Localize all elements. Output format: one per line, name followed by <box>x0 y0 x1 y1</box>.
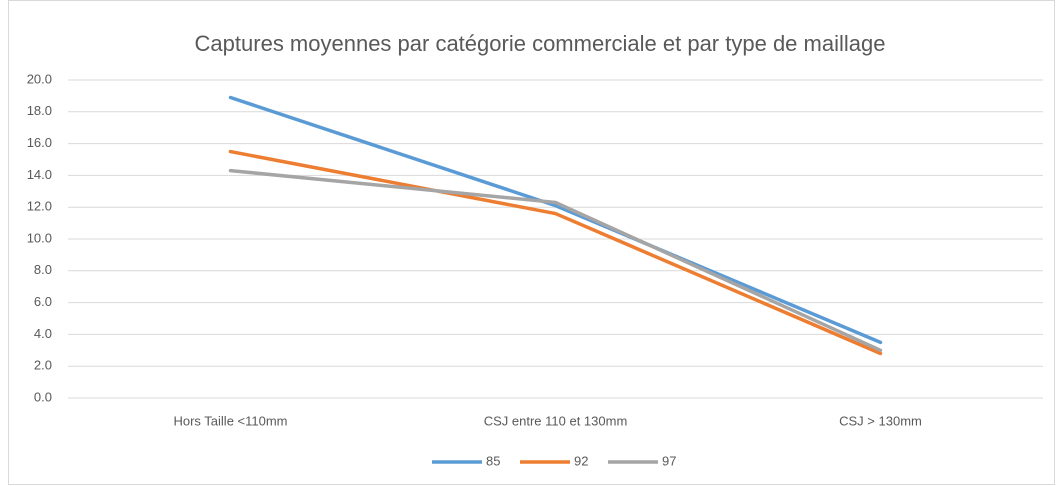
x-tick-label: CSJ > 130mm <box>839 413 922 428</box>
line-series <box>228 95 883 345</box>
y-tick-label: 4.0 <box>34 326 52 341</box>
line-series <box>228 168 883 353</box>
y-tick-label: 10.0 <box>27 230 52 245</box>
legend-label: 85 <box>486 453 500 468</box>
y-tick-label: 18.0 <box>27 103 52 118</box>
line-series <box>228 149 883 356</box>
chart-border <box>8 0 1055 485</box>
y-tick-label: 20.0 <box>27 71 52 86</box>
y-tick-label: 12.0 <box>27 199 52 214</box>
y-tick-label: 8.0 <box>34 262 52 277</box>
y-tick-label: 0.0 <box>34 389 52 404</box>
x-tick-label: Hors Taille <110mm <box>173 413 287 428</box>
y-tick-label: 6.0 <box>34 294 52 309</box>
y-tick-label: 16.0 <box>27 135 52 150</box>
x-tick-label: CSJ entre 110 et 130mm <box>484 413 628 428</box>
legend-label: 97 <box>662 453 676 468</box>
y-tick-label: 14.0 <box>27 167 52 182</box>
legend-label: 92 <box>574 453 588 468</box>
y-tick-label: 2.0 <box>34 358 52 373</box>
chart-title: Captures moyennes par catégorie commerci… <box>195 31 886 56</box>
